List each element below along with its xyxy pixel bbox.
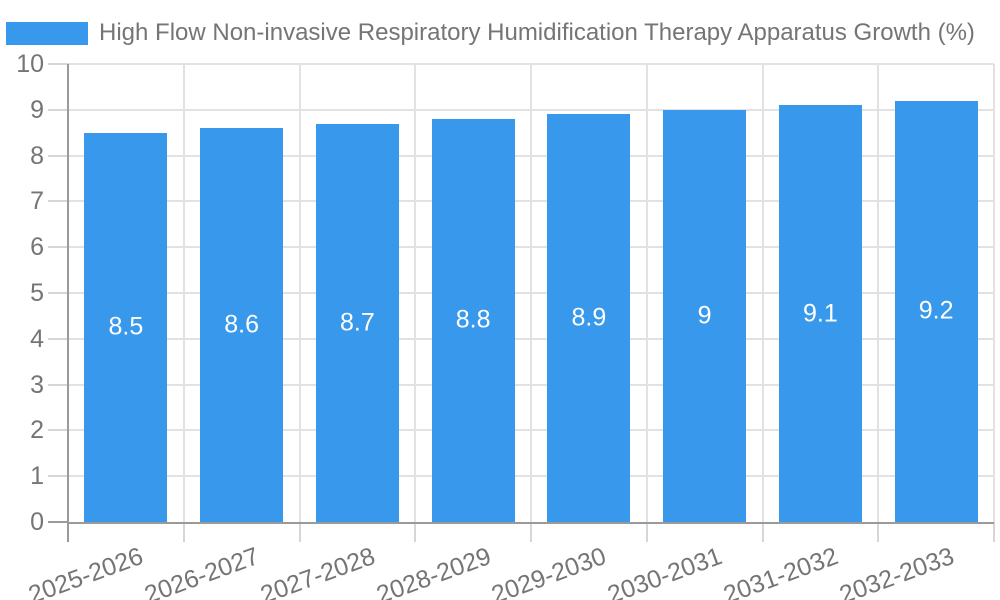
x-tick-label: 2029-2030 [488,542,611,600]
bar-value-label: 9 [697,301,712,330]
y-tick-mark [48,337,68,340]
y-tick-mark [48,108,68,111]
y-tick-mark [48,383,68,386]
x-tick-mark [877,522,880,542]
x-tick-mark [761,522,764,542]
x-tick-mark [414,522,417,542]
x-tick-label: 2028-2029 [372,542,495,600]
bar[interactable] [547,114,631,522]
y-tick-mark [48,154,68,157]
bar[interactable] [200,128,284,522]
x-tick-mark [530,522,532,542]
y-tick-mark [48,246,68,249]
y-tick-mark [48,200,68,203]
bar-value-label: 8.6 [224,310,260,339]
bar-value-label: 9.2 [918,296,954,325]
x-gridline [993,64,995,522]
y-tick-label: 4 [30,324,44,353]
y-tick-mark [48,292,68,294]
x-gridline [877,64,880,522]
y-tick-label: 2 [30,416,44,445]
bar-value-label: 9.1 [802,299,838,328]
x-tick-mark [67,522,69,542]
x-gridline [530,64,532,522]
y-tick-label: 5 [30,279,44,307]
bar-value-label: 8.8 [455,305,491,334]
y-tick-mark [48,429,68,432]
y-tick-mark [48,475,68,478]
x-tick-label: 2027-2028 [256,542,379,600]
x-gridline [645,64,648,522]
x-tick-label: 2030-2031 [603,542,726,600]
bar[interactable] [778,105,862,522]
y-tick-mark [48,63,68,65]
x-gridline [414,64,417,522]
bar[interactable] [431,118,515,522]
legend-label: High Flow Non-invasive Respiratory Humid… [99,19,975,46]
x-tick-mark [182,522,185,542]
x-tick-mark [645,522,648,542]
y-tick-mark [48,521,68,523]
bar[interactable] [84,132,168,522]
y-tick-label: 8 [30,141,44,170]
x-gridline [761,64,764,522]
y-tick-label: 1 [30,462,44,491]
legend-item[interactable]: High Flow Non-invasive Respiratory Humid… [6,20,975,46]
bar[interactable] [894,100,978,522]
y-tick-label: 9 [30,95,44,124]
bar-value-label: 8.5 [108,312,144,341]
y-tick-label: 3 [30,370,44,399]
legend-color-swatch [6,21,88,45]
y-tick-label: 0 [30,508,44,536]
x-tick-label: 2032-2033 [835,542,958,600]
bar-value-label: 8.9 [571,303,607,332]
x-tick-label: 2026-2027 [140,542,263,600]
y-tick-label: 10 [16,50,44,78]
x-tick-label: 2031-2032 [719,542,842,600]
y-tick-label: 7 [30,187,44,216]
bar-value-label: 8.7 [339,308,375,337]
x-tick-mark [298,522,301,542]
x-tick-label: 2025-2026 [25,542,148,600]
x-axis-line [68,522,994,524]
x-gridline [298,64,301,522]
bar[interactable] [663,109,747,522]
x-tick-mark [993,522,995,542]
y-axis-line [67,64,69,522]
bar[interactable] [315,123,399,522]
x-gridline [182,64,185,522]
y-tick-label: 6 [30,233,44,262]
